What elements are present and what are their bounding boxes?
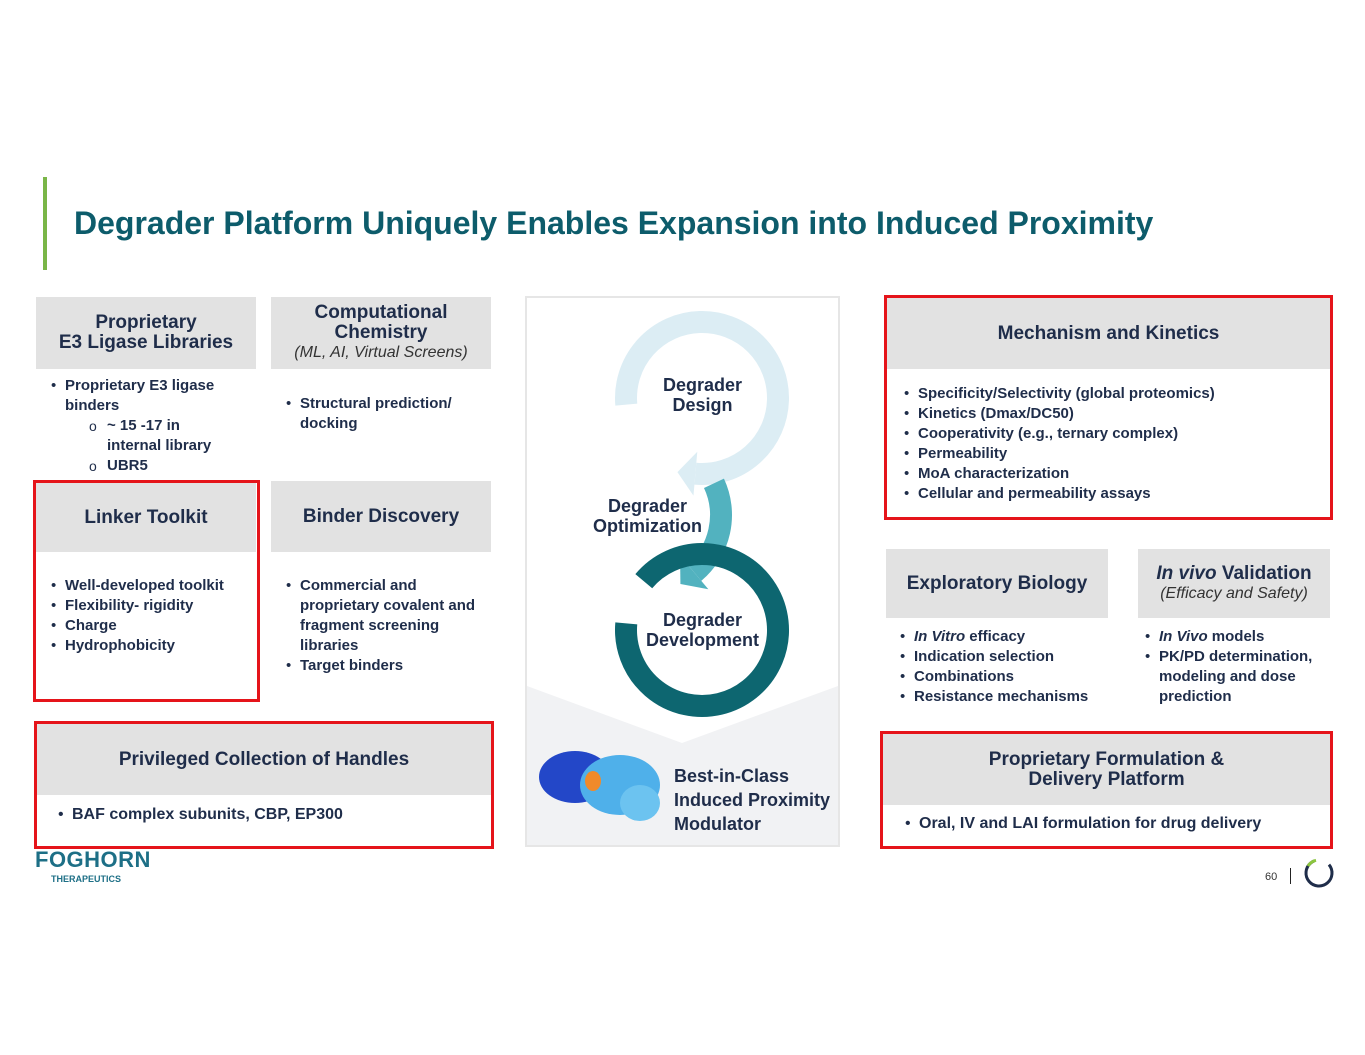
mech-header: Mechanism and Kinetics <box>887 298 1330 369</box>
label-development: Degrader Development <box>645 610 760 650</box>
bullet: Oral, IV and LAI formulation for drug de… <box>905 814 1325 834</box>
bullet: Permeability <box>904 444 1324 464</box>
mech-title: Mechanism and Kinetics <box>997 322 1220 344</box>
bullet: Cooperativity (e.g., ternary complex) <box>904 424 1324 444</box>
bullet: BAF complex subunits, CBP, EP300 <box>58 805 478 825</box>
binder-bullets: Commercial and proprietary covalent and … <box>286 576 491 676</box>
linker-header: Linker Toolkit <box>36 483 256 552</box>
invivo-bullets: In Vivo models PK/PD determination, mode… <box>1145 627 1335 707</box>
handles-header: Privileged Collection of Handles <box>37 724 491 795</box>
binder-title: Binder Discovery <box>302 505 460 527</box>
bullet: Specificity/Selectivity (global proteomi… <box>904 384 1324 404</box>
bullet: Structural prediction/ docking <box>286 394 476 434</box>
e3-title-2: E3 Ligase Libraries <box>58 332 234 353</box>
invivo-title: In vivo Validation <box>1156 562 1312 584</box>
divider <box>1290 868 1291 884</box>
label-design: Degrader Design <box>662 375 743 415</box>
bullet: Commercial and proprietary covalent and … <box>286 576 491 656</box>
explor-title: Exploratory Biology <box>906 572 1088 594</box>
comp-bullets: Structural prediction/ docking <box>286 394 476 434</box>
sub-bullet: UBR5 <box>51 456 261 476</box>
comp-header: Computational Chemistry (ML, AI, Virtual… <box>271 297 491 369</box>
foghorn-logo: FOGHORN <box>35 847 151 872</box>
bullet: Charge <box>51 616 251 636</box>
design-arc <box>615 311 789 485</box>
bullet: Resistance mechanisms <box>900 687 1120 707</box>
protein-complex-image <box>539 751 660 821</box>
development-arc <box>615 543 789 717</box>
form-highlight <box>880 731 1333 849</box>
explor-header: Exploratory Biology <box>886 549 1108 618</box>
degrader-cycle-diagram <box>527 298 838 743</box>
form-header: Proprietary Formulation & Delivery Platf… <box>883 734 1330 805</box>
bullet: PK/PD determination, modeling and dose p… <box>1145 647 1335 707</box>
form-bullets: Oral, IV and LAI formulation for drug de… <box>905 814 1325 834</box>
bullet: Target binders <box>286 656 491 676</box>
bullet: Combinations <box>900 667 1120 687</box>
mech-highlight <box>884 295 1333 520</box>
bullet: Flexibility- rigidity <box>51 596 251 616</box>
linker-title: Linker Toolkit <box>84 506 208 528</box>
invivo-subtitle: (Efficacy and Safety) <box>1160 584 1308 602</box>
e3-title: Proprietary <box>95 312 197 333</box>
e3-bullets: Proprietary E3 ligase binders ~ 15 -17 i… <box>51 376 261 476</box>
bullet: Kinetics (Dmax/DC50) <box>904 404 1324 424</box>
mech-bullets: Specificity/Selectivity (global proteomi… <box>904 384 1324 504</box>
handles-bullets: BAF complex subunits, CBP, EP300 <box>58 805 478 825</box>
result-label: Best-in-Class Induced Proximity Modulator <box>674 766 831 834</box>
comp-title: Computational <box>314 302 448 323</box>
form-title-2: Delivery Platform <box>1028 768 1185 790</box>
handles-highlight <box>34 721 494 849</box>
foghorn-ring-icon <box>1304 858 1334 888</box>
linker-bullets: Well-developed toolkit Flexibility- rigi… <box>51 576 251 656</box>
label-optimization: Degrader Optimization <box>593 496 702 536</box>
bullet: In Vivo models <box>1145 627 1335 647</box>
bullet: Proprietary E3 ligase binders <box>51 376 261 416</box>
design-arc-arrowhead <box>677 451 698 496</box>
handles-title: Privileged Collection of Handles <box>118 748 410 770</box>
sub-bullet: ~ 15 -17 in internal library <box>51 416 261 456</box>
page-title: Degrader Platform Uniquely Enables Expan… <box>74 205 1154 241</box>
bullet: Cellular and permeability assays <box>904 484 1324 504</box>
foghorn-logo-sub: THERAPEUTICS <box>51 874 122 884</box>
bullet: MoA characterization <box>904 464 1324 484</box>
linker-highlight <box>33 480 260 702</box>
optimization-arc-arrowhead <box>680 555 709 590</box>
page-number: 60 <box>1265 871 1278 883</box>
comp-title-2: Chemistry <box>334 322 428 343</box>
explor-bullets: In Vitro efficacy Indication selection C… <box>900 627 1120 707</box>
title-accent-bar <box>43 177 47 270</box>
form-title: Proprietary Formulation & <box>988 748 1225 770</box>
e3-header: Proprietary E3 Ligase Libraries <box>36 297 256 369</box>
bullet: Hydrophobicity <box>51 636 251 656</box>
comp-subtitle: (ML, AI, Virtual Screens) <box>294 344 468 361</box>
chevron-panel <box>527 298 838 743</box>
bullet: In Vitro efficacy <box>900 627 1120 647</box>
invivo-header: In vivo Validation (Efficacy and Safety) <box>1138 549 1330 618</box>
binder-header: Binder Discovery <box>271 481 491 552</box>
bullet: Well-developed toolkit <box>51 576 251 596</box>
bullet: Indication selection <box>900 647 1120 667</box>
